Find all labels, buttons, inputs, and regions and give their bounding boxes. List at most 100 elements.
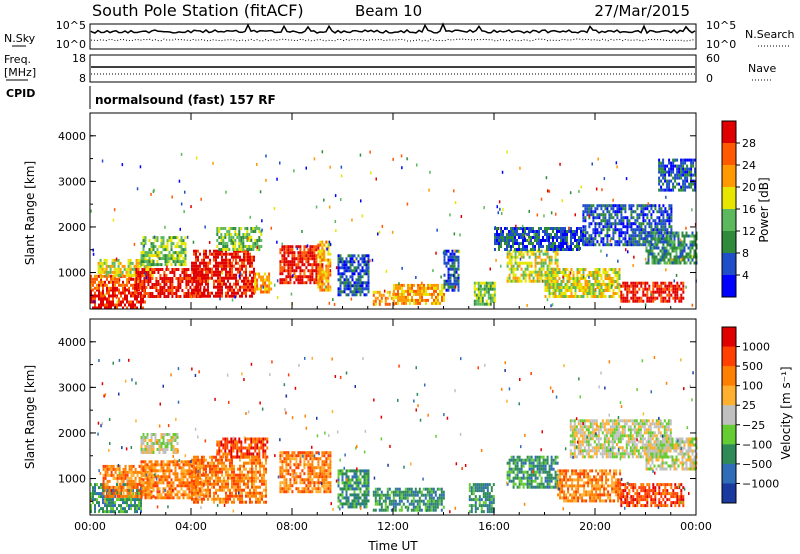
power-cell	[166, 245, 169, 249]
velocity-cell	[140, 475, 143, 479]
power-cell	[166, 257, 169, 261]
power-cell	[116, 288, 118, 292]
velocity-cell	[158, 487, 161, 491]
power-cell	[642, 216, 645, 220]
power-cell	[237, 288, 239, 292]
power-cell	[622, 284, 625, 288]
power-cell	[145, 264, 148, 268]
power-cell	[189, 277, 192, 280]
power-cell	[431, 283, 433, 287]
power-cell	[220, 236, 223, 239]
power-cell	[652, 210, 655, 214]
power-cell	[337, 272, 340, 276]
power-cell	[550, 242, 552, 245]
power-scatter-point	[597, 233, 600, 237]
power-cell	[489, 293, 492, 297]
power-cell	[479, 290, 482, 294]
power-cell	[451, 267, 454, 271]
power-cell	[411, 283, 413, 287]
power-cell	[349, 269, 352, 273]
power-cell	[683, 237, 686, 241]
velocity-cell	[130, 470, 133, 474]
power-cell	[544, 249, 547, 253]
power-cell	[285, 278, 288, 282]
power-cell	[594, 228, 597, 232]
power-cell	[498, 236, 500, 239]
power-cell	[508, 279, 511, 283]
power-cell	[203, 276, 205, 280]
velocity-cell	[168, 481, 171, 485]
power-cell	[253, 267, 255, 271]
velocity-cell	[122, 488, 125, 492]
power-cell	[506, 252, 509, 256]
power-cell	[226, 242, 229, 245]
power-cell	[319, 240, 322, 244]
velocity-cell	[144, 463, 147, 467]
power-cell	[193, 286, 196, 289]
power-cell	[443, 261, 446, 265]
noise-right-tick-bottom: 10^0	[706, 38, 736, 51]
power-cell	[127, 273, 130, 277]
power-cell	[168, 260, 171, 264]
power-cell	[590, 271, 593, 274]
power-cell	[307, 248, 310, 252]
power-cell	[554, 255, 557, 259]
power-cell	[237, 249, 239, 253]
power-cell	[220, 248, 223, 251]
velocity-cell	[174, 448, 177, 451]
power-cell	[297, 263, 300, 267]
power-cell	[645, 261, 648, 265]
velocity-cell	[114, 467, 117, 471]
velocity-cell	[150, 439, 153, 442]
power-cell	[441, 292, 443, 296]
power-cell	[180, 239, 183, 243]
power-cell	[411, 286, 413, 290]
power-cell	[626, 216, 629, 220]
power-cell	[167, 286, 170, 289]
power-cell	[512, 236, 514, 239]
velocity-cell	[136, 485, 139, 489]
power-cell	[121, 273, 124, 277]
power-cell	[624, 234, 627, 238]
velocity-cell	[142, 487, 145, 491]
power-scatter-point	[568, 226, 570, 230]
power-cell	[353, 281, 356, 285]
power-cell	[437, 295, 439, 299]
power-scatter-point	[644, 257, 647, 261]
power-cell	[359, 287, 362, 291]
power-cell	[351, 257, 354, 261]
power-cell	[134, 303, 136, 307]
velocity-cell	[186, 469, 189, 473]
velocity-cell	[168, 463, 171, 467]
power-cell	[546, 271, 549, 274]
power-scatter-point	[644, 303, 647, 307]
power-cell	[124, 291, 126, 295]
power-cell	[92, 277, 94, 281]
power-scatter-point	[670, 288, 673, 292]
power-cell	[475, 299, 478, 303]
power-cell	[560, 283, 563, 286]
power-cell	[457, 282, 460, 286]
power-cell	[588, 222, 591, 226]
velocity-cell	[136, 510, 138, 514]
power-cell	[612, 222, 615, 226]
velocity-cell	[124, 467, 127, 471]
power-cell	[184, 248, 187, 252]
power-cell	[620, 228, 623, 232]
power-cell	[395, 283, 397, 287]
power-cell	[238, 248, 241, 251]
power-cell	[99, 273, 102, 277]
power-cell	[229, 267, 231, 271]
power-cell	[213, 294, 215, 298]
power-cell	[451, 288, 454, 292]
power-cell	[620, 234, 623, 238]
power-cell	[562, 274, 565, 277]
velocity-cell	[92, 501, 94, 505]
power-cell	[546, 255, 549, 259]
power-scatter-point	[305, 166, 307, 170]
power-cell	[651, 258, 654, 262]
power-cell	[616, 228, 619, 232]
power-cell	[249, 261, 251, 265]
velocity-cell	[188, 466, 191, 470]
velocity-cell	[130, 488, 133, 492]
